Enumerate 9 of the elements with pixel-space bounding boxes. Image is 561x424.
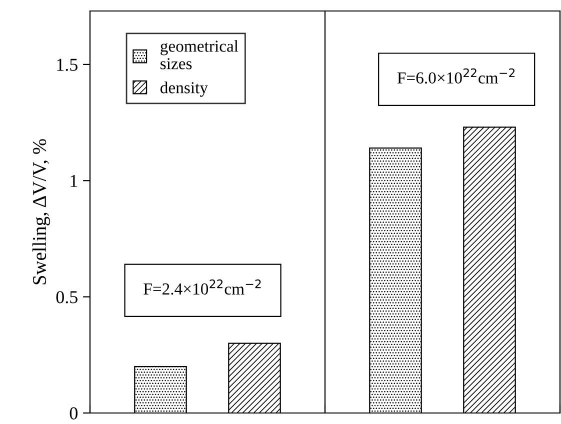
annotation: F=6.0×10$^{22}$cm$^{−2}$ [397, 68, 515, 84]
y-tick-label: 0.5 [56, 291, 78, 304]
y-tick-label: 1 [70, 174, 78, 187]
y-axis-title: Swelling, ΔV/V, % [32, 139, 50, 284]
y-tick-label: 0 [70, 407, 78, 420]
legend-label: density [160, 82, 208, 97]
legend-label: geometrical sizes [160, 40, 238, 70]
y-tick-label: 1.5 [57, 58, 78, 71]
annotation: F=2.4×10$^{22}$cm$^{−2}$ [144, 279, 261, 295]
